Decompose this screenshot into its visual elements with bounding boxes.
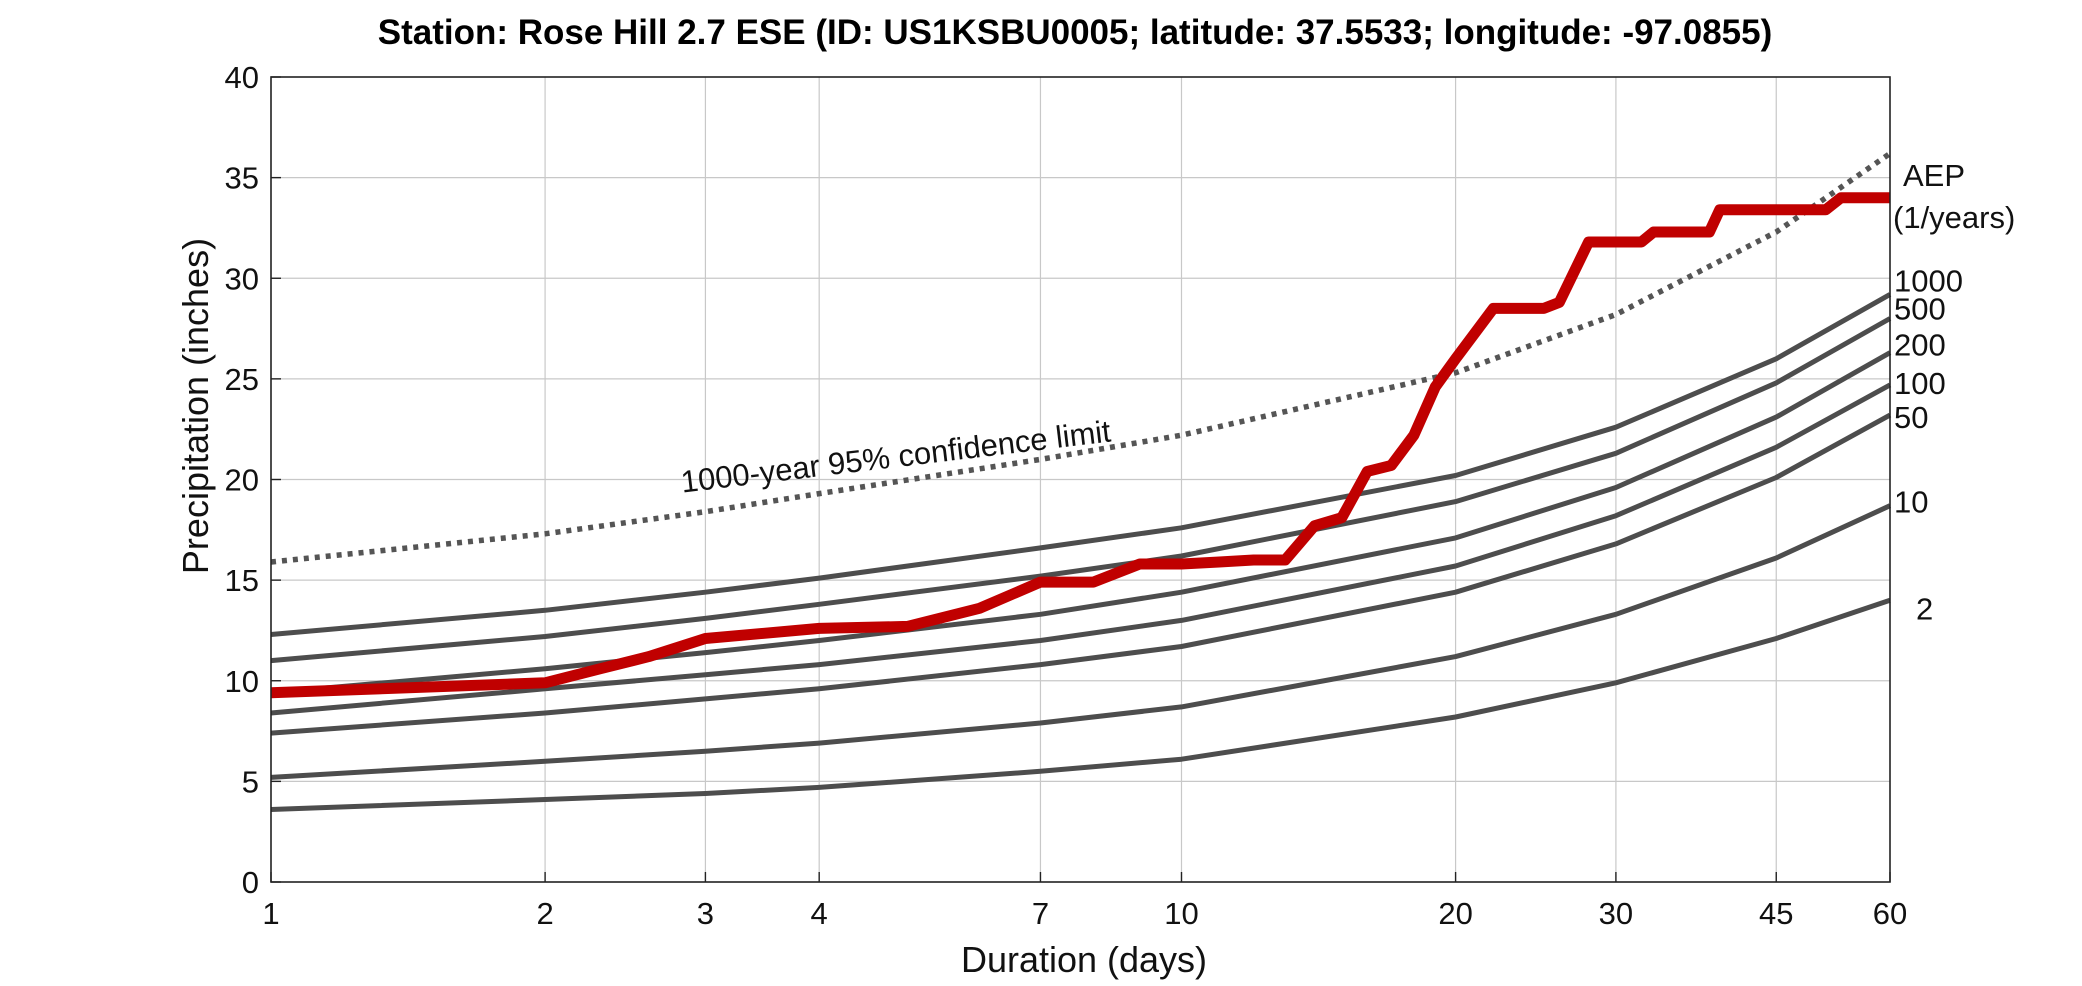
y-tick-label: 10 — [225, 664, 259, 699]
observed-layer — [270, 192, 1890, 699]
confidence-limit-line — [270, 151, 1892, 565]
y-tick-label: 35 — [225, 161, 259, 196]
x-tick-label: 45 — [1759, 896, 1793, 931]
aep-label-500: 500 — [1894, 292, 1946, 327]
aep-curve-100 — [270, 382, 1892, 716]
chart-title: Station: Rose Hill 2.7 ESE (ID: US1KSBU0… — [378, 13, 1773, 52]
aep-legend-title: AEP — [1903, 158, 1965, 193]
x-tick-label: 1 — [262, 896, 279, 931]
y-tick-label: 40 — [225, 60, 259, 95]
aep-label-50: 50 — [1894, 400, 1928, 435]
aep-curve-50 — [270, 412, 1892, 736]
x-tick-label: 3 — [697, 896, 714, 931]
tick-labels: 1 2 3 4 7 10 20 30 45 60 0 5 10 15 20 25 30 35 40 — [225, 60, 1908, 931]
y-tick-label: 15 — [225, 563, 259, 598]
observed-precipitation-line — [270, 192, 1890, 699]
x-tick-label: 60 — [1873, 896, 1907, 931]
aep-label-1000: 1000 — [1894, 263, 1963, 298]
aep-label-100: 100 — [1894, 366, 1946, 401]
x-tick-label: 4 — [811, 896, 828, 931]
x-tick-label: 20 — [1438, 896, 1472, 931]
aep-label-2: 2 — [1916, 591, 1933, 626]
y-tick-label: 5 — [242, 764, 259, 799]
aep-label-10: 10 — [1894, 485, 1928, 520]
y-axis-label: Precipitation (inches) — [175, 238, 216, 574]
aep-label-200: 200 — [1894, 328, 1946, 363]
aep-curve-200 — [270, 350, 1892, 696]
aep-curve-1000 — [270, 292, 1892, 637]
x-tick-label: 7 — [1032, 896, 1049, 931]
aep-curve-2 — [270, 597, 1891, 812]
y-tick-label: 30 — [225, 261, 259, 296]
aep-curve-500 — [270, 316, 1892, 664]
x-axis-label: Duration (days) — [961, 939, 1207, 980]
aep-legend-subtitle: (1/years) — [1893, 200, 2015, 235]
y-tick-label: 0 — [242, 865, 259, 900]
x-tick-label: 10 — [1164, 896, 1198, 931]
x-tick-label: 30 — [1599, 896, 1633, 931]
y-tick-label: 25 — [225, 362, 259, 397]
y-tick-label: 20 — [225, 463, 259, 498]
x-tick-label: 2 — [536, 896, 553, 931]
aep-curve-10 — [270, 503, 1892, 780]
aep-series-layer — [270, 292, 1892, 812]
